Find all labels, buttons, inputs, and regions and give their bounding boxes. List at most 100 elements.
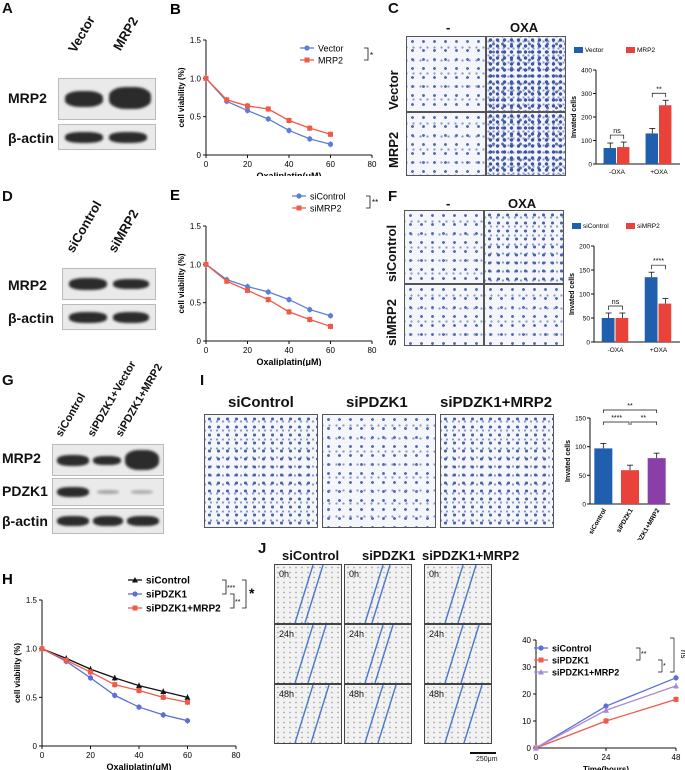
data-point [224, 278, 230, 284]
data-point [307, 125, 313, 131]
legend-label: siMRP2 [637, 223, 660, 230]
scratch-edge-line [307, 625, 327, 683]
blot-d-row-1: MRP2 [8, 277, 47, 293]
legend-label: Vector [585, 47, 604, 54]
x-tick-label: -OXA [609, 169, 626, 176]
y-tick-label: 0.5 [190, 299, 202, 308]
legend-marker [538, 645, 544, 651]
legend-swatch [572, 223, 581, 229]
transwell-image [404, 284, 484, 346]
scratch-gap [425, 565, 491, 623]
x-tick-label: 0 [534, 753, 539, 762]
data-point [286, 297, 292, 303]
scratch-edge-line [374, 625, 394, 683]
x-tick-label: siPDZK1 [615, 507, 635, 534]
y-tick-label: 1.0 [26, 645, 38, 654]
x-tick-label: 40 [135, 751, 144, 760]
data-point [184, 694, 191, 700]
transwell-image [406, 36, 486, 112]
scratch-gap [345, 685, 411, 743]
transwell-image [322, 414, 436, 528]
scratch-gap [425, 685, 491, 743]
sig-label: * [663, 663, 666, 670]
scratch-image: 0h [344, 564, 412, 624]
band [69, 312, 107, 323]
data-point [328, 323, 333, 329]
band [69, 278, 107, 290]
sig-bracket [602, 409, 658, 413]
transwell-c-row-1: Vector [386, 70, 401, 110]
y-tick-label: 10 [522, 717, 531, 726]
legend-marker [296, 193, 302, 199]
legend-swatch [574, 47, 583, 53]
scratch-col-2: siPDZK1 [362, 548, 416, 563]
data-point [286, 118, 292, 123]
scratch-edge-line [304, 565, 324, 623]
scratch-edge-line [294, 625, 314, 683]
legend-label: MRP2 [318, 56, 343, 66]
scratch-image: 48h [274, 684, 342, 744]
x-tick-label: 0 [204, 160, 209, 169]
sig-label: * [370, 51, 373, 60]
scratch-gap [425, 625, 491, 683]
sig-bracket [651, 264, 666, 270]
legend-marker [132, 591, 138, 597]
legend-marker [304, 57, 310, 63]
data-point [603, 707, 609, 713]
panel-label-a: A [2, 0, 13, 17]
chart-h: H 0 20 40 60 80 0 0.5 1.0 1.5 Oxaliplatin(μM) cell … [2, 571, 255, 770]
blot-d-actin [62, 304, 156, 330]
sig-label: ns [679, 650, 685, 658]
legend-label: siPDZK1 [552, 656, 589, 666]
y-tick-label: 0 [33, 742, 38, 751]
data-point [327, 313, 334, 319]
blot-d-row-2: β-actin [8, 310, 54, 326]
scratch-time-label: 24h [429, 629, 445, 639]
y-tick-label: 400 [581, 68, 592, 75]
legend-label: MRP2 [637, 47, 655, 54]
data-point [307, 136, 313, 142]
y-tick-label: 30 [522, 663, 531, 672]
scratch-gap [275, 625, 341, 683]
blot-g-col-1: siControl [53, 391, 89, 439]
y-tick-label: 1.5 [190, 222, 202, 231]
y-tick-label: 50 [579, 473, 587, 480]
bar [617, 147, 630, 164]
data-point [328, 131, 333, 137]
data-point [265, 106, 271, 112]
panel-label-j: J [258, 540, 267, 557]
data-point [673, 696, 679, 702]
data-point [160, 688, 167, 694]
band [131, 490, 153, 494]
transwell-image [486, 112, 566, 176]
data-point [160, 712, 166, 718]
transwell-c-col-oxa: OXA [510, 20, 539, 35]
scratch-lines [345, 565, 411, 623]
transwell-f-col-minus: - [446, 196, 451, 211]
transwell-f-col-oxa: OXA [508, 196, 537, 211]
x-axis-label: Oxaliplatin(μM) [256, 357, 321, 366]
bar [615, 318, 629, 342]
sig-label: *** [227, 585, 235, 592]
legend-marker [132, 605, 138, 611]
scratch-edge-line [364, 625, 384, 683]
legend-label: siControl [146, 576, 190, 587]
legend-swatch [626, 47, 635, 53]
blot-a-actin [58, 124, 156, 150]
sig-label: * [249, 585, 255, 601]
y-tick-label: 20 [522, 690, 531, 699]
scratch-col-3: siPDZK1+MRP2 [422, 548, 520, 563]
x-tick-label: -OXA [608, 347, 625, 354]
y-tick-label: 0.5 [190, 113, 202, 122]
blot-a-row-2: β-actin [8, 130, 54, 146]
y-tick-label: 100 [581, 138, 592, 145]
panel-label-i: I [200, 372, 205, 389]
chart-c-bar: 0 100 200 300 400 Invated cells -OXA ns +OXA ** Ve… [571, 47, 680, 176]
x-tick-label: 20 [243, 346, 252, 355]
sig-label: ** [235, 599, 241, 606]
y-tick-label: 1.0 [190, 260, 202, 269]
data-point [224, 97, 230, 103]
y-axis-label: cell viability (%) [13, 643, 22, 703]
x-tick-label: 60 [326, 346, 335, 355]
data-point [136, 704, 142, 710]
